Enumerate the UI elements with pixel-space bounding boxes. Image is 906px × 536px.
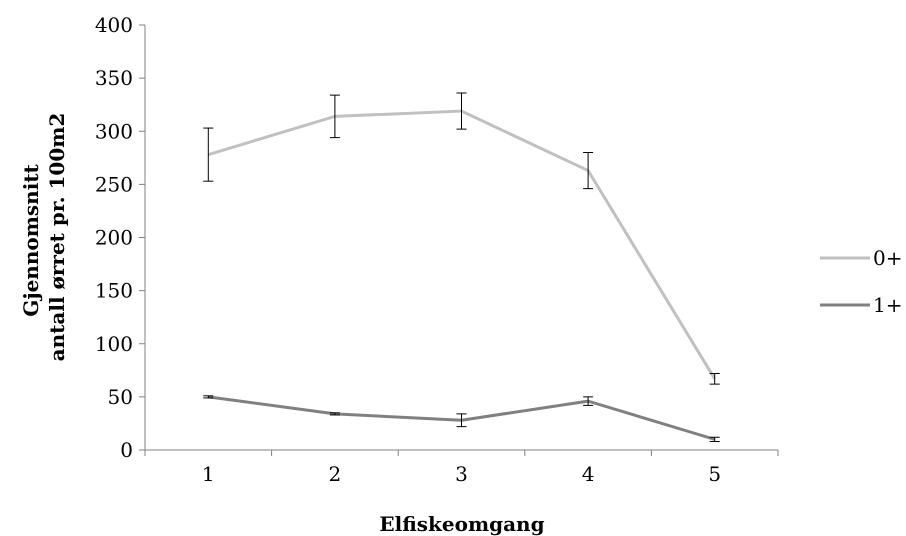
y-tick-label: 300 [95,119,133,143]
y-tick-label: 0 [120,438,133,462]
legend-label: 0+ [873,246,902,270]
legend-label: 1+ [873,293,902,317]
series-line-age-0 [207,109,716,380]
y-axis-title-line-2: antall ørret pr. 100m2 [45,113,69,362]
y-axis-title: Gjennomsnitt antall ørret pr. 100m2 [19,113,69,362]
y-tick-label: 200 [95,226,133,250]
y-tick-label: 150 [95,279,133,303]
y-tick-label: 350 [95,66,133,90]
y-tick-label: 50 [108,385,133,409]
x-tick-label: 5 [708,462,721,486]
y-tick-label: 250 [95,172,133,196]
y-tick-label: 400 [95,13,133,37]
x-tick-label: 2 [329,462,342,486]
x-tick-label: 4 [582,462,595,486]
x-axis-ticks: 1 2 3 4 5 [144,450,779,486]
x-axis-title: Elfiskeomgang [379,512,544,536]
legend: 0+ 1+ [820,246,902,317]
x-tick-label: 1 [202,462,215,486]
x-tick-label: 3 [455,462,468,486]
y-axis-ticks: 0 50 100 150 200 250 300 350 400 [95,13,145,462]
y-axis-title-line-1: Gjennomsnitt [19,163,43,316]
error-bars [203,92,720,442]
axes [144,25,778,451]
y-tick-label: 100 [95,332,133,356]
series-layer [207,109,716,441]
